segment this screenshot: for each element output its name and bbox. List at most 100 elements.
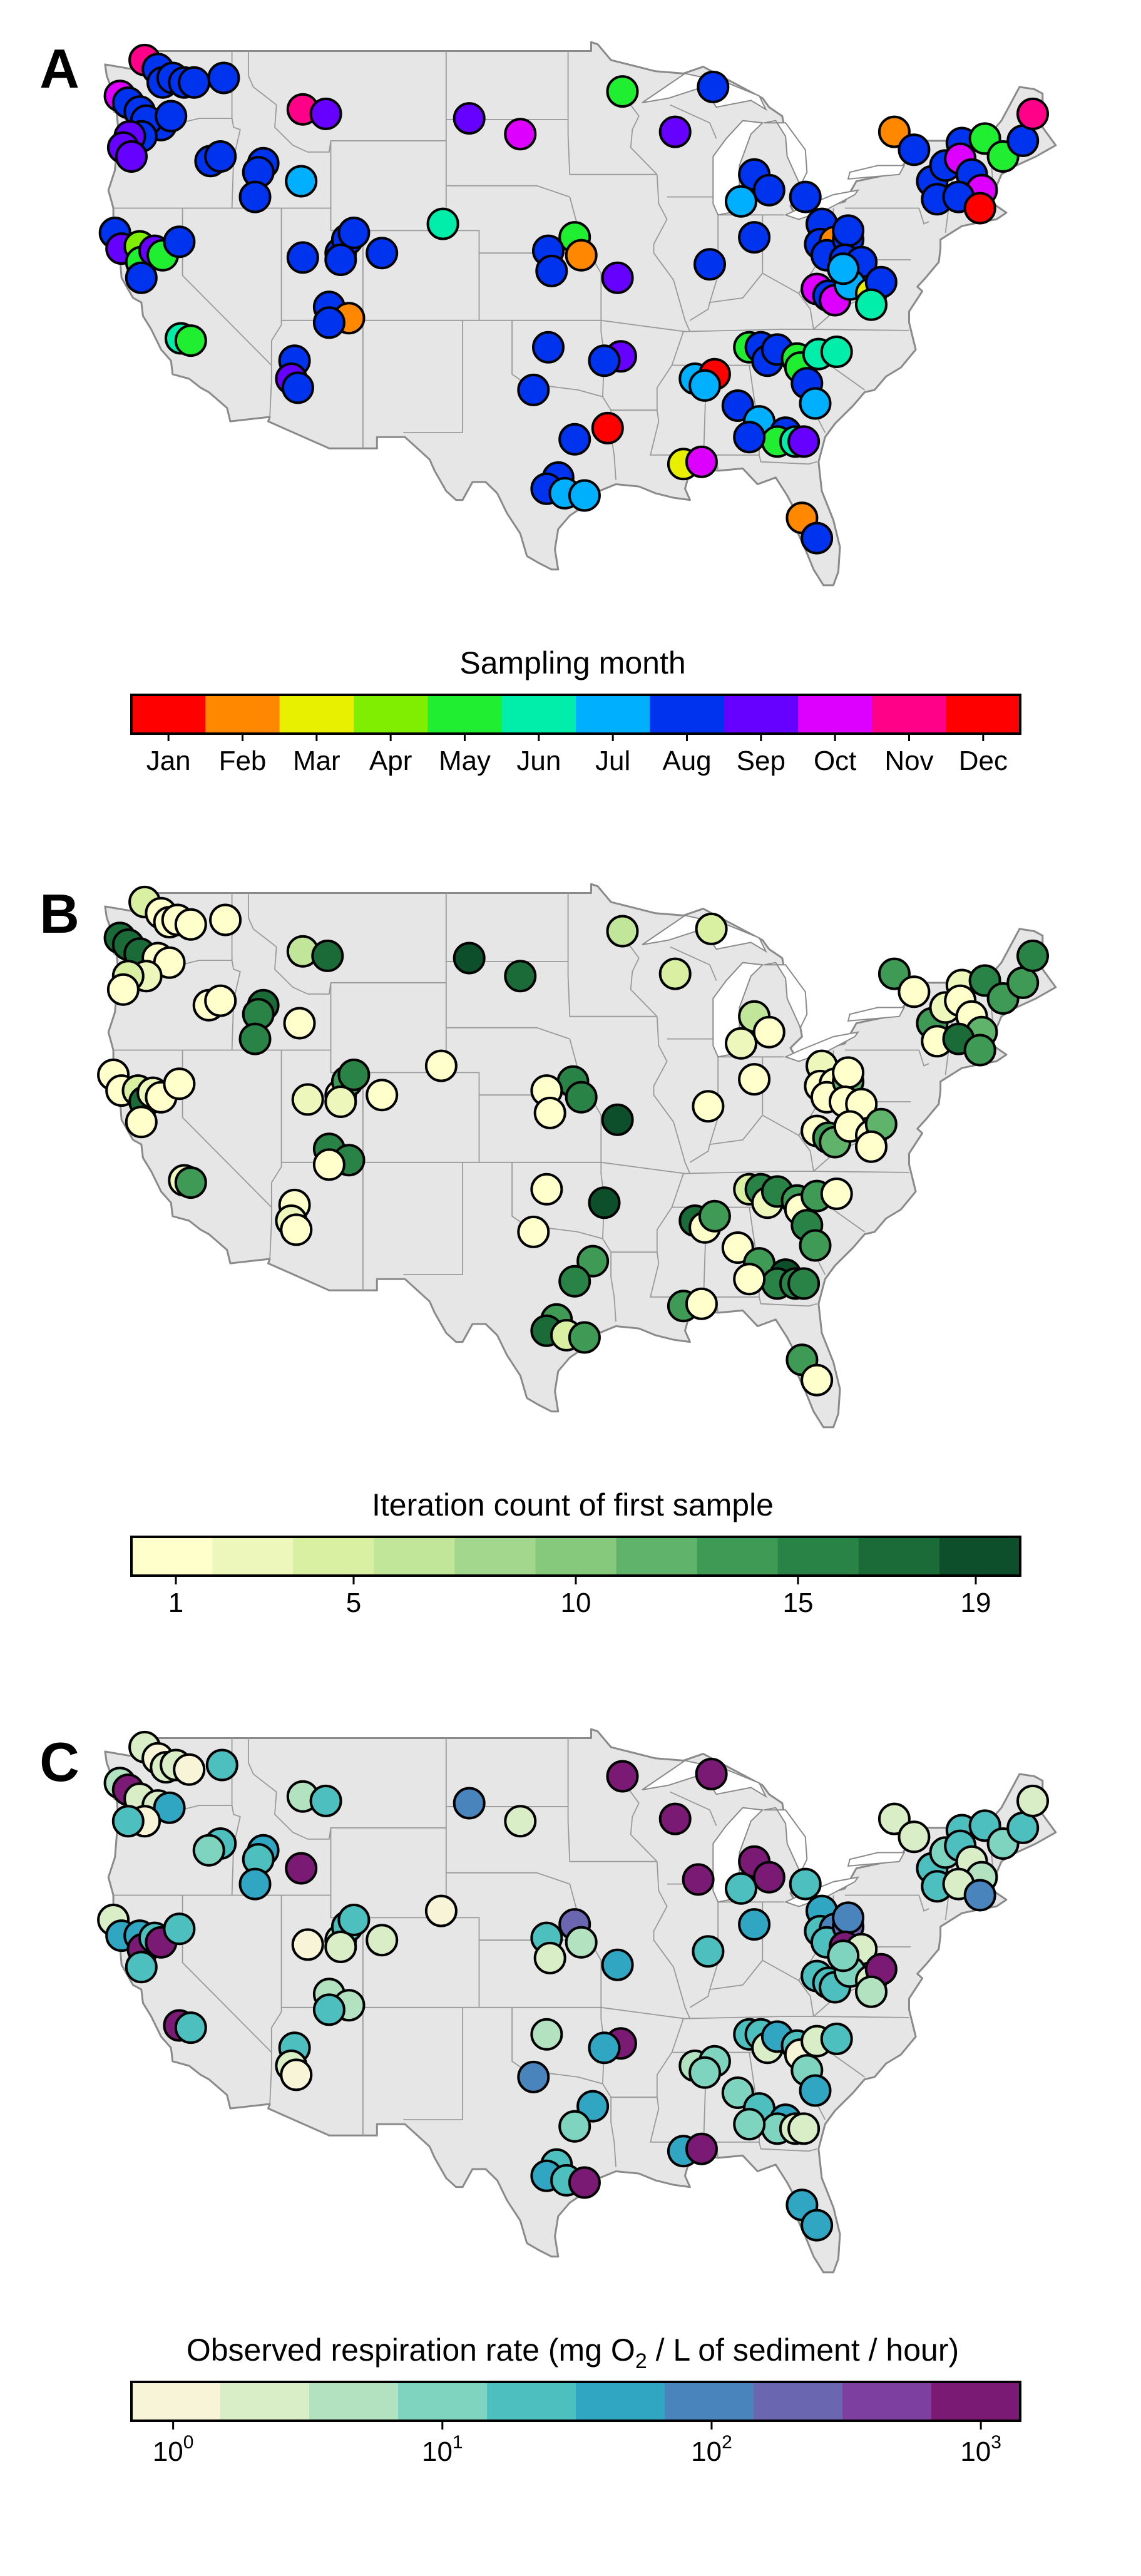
- state-border: [281, 319, 685, 332]
- data-point: [453, 1787, 486, 1820]
- us-map: [104, 1728, 1057, 2274]
- state-border: [656, 2018, 684, 2098]
- data-point: [685, 1287, 718, 1320]
- colorbar-swatch: [665, 2382, 754, 2421]
- colorbar-tick-label: 5: [346, 1588, 361, 1618]
- data-point: [733, 2108, 766, 2141]
- state-border: [270, 1050, 282, 1208]
- data-point: [855, 1130, 888, 1163]
- data-point: [312, 1993, 345, 2026]
- colorbar-tick-label: 19: [961, 1588, 991, 1618]
- data-point: [153, 1791, 186, 1824]
- data-point: [963, 1879, 996, 1912]
- data-point: [424, 1049, 458, 1082]
- data-point: [366, 237, 399, 270]
- colorbar: 1 5 10 15 19: [130, 1536, 1021, 1618]
- data-point: [752, 1860, 785, 1894]
- data-point: [205, 1748, 238, 1782]
- data-point: [337, 217, 371, 249]
- data-point: [453, 942, 486, 975]
- data-point: [337, 1059, 371, 1091]
- data-point: [173, 1753, 206, 1786]
- colorbar-swatch: [842, 2382, 932, 2421]
- colorbar-swatch: [872, 695, 947, 734]
- data-point: [1006, 1811, 1040, 1844]
- state-border: [248, 1738, 446, 1840]
- colorbar-label: Iteration count of first sample: [372, 1487, 774, 1522]
- colorbar-swatch: [501, 695, 576, 734]
- data-point: [832, 1901, 865, 1934]
- colorbar-label: Sampling month: [459, 645, 685, 680]
- data-point: [787, 425, 821, 458]
- state-border: [270, 208, 282, 366]
- data-point: [682, 1863, 715, 1896]
- data-point: [426, 207, 459, 240]
- data-point: [291, 1928, 324, 1961]
- great-lake: [847, 1852, 906, 1867]
- data-point: [280, 2058, 313, 2091]
- data-point: [504, 1805, 537, 1838]
- state-border: [628, 1789, 658, 1862]
- data-point: [517, 373, 550, 406]
- data-point: [558, 2110, 591, 2143]
- panel-c: C Observed respiration rate (mg O2 / L of…: [39, 1728, 1057, 2467]
- data-point: [827, 252, 860, 285]
- data-point: [568, 2166, 601, 2199]
- data-point: [588, 344, 621, 377]
- data-point: [312, 306, 345, 339]
- state-border: [403, 2007, 463, 2120]
- data-point: [517, 1215, 550, 1248]
- data-point: [366, 1924, 399, 1957]
- data-point: [309, 97, 342, 130]
- data-point: [285, 1852, 318, 1885]
- great-lake: [847, 1007, 906, 1022]
- data-point: [174, 2011, 207, 2045]
- colorbar-swatch: [535, 1537, 617, 1576]
- colorbar: 100 101 102 103: [130, 2381, 1021, 2467]
- data-point: [789, 180, 822, 213]
- colorbar-swatch: [220, 2382, 310, 2421]
- panel-a: A Sampling month Jan Feb Mar Apr May Jun Jul Aug S…: [39, 38, 1057, 776]
- colorbar-tick-label: 101: [422, 2432, 463, 2467]
- data-point: [789, 1867, 822, 1901]
- data-point: [963, 192, 996, 225]
- colorbar-tick-label: 103: [960, 2432, 1001, 2467]
- data-point: [787, 2112, 821, 2145]
- state-border: [567, 893, 657, 1017]
- state-border: [653, 1861, 691, 2019]
- colorbar-tick-label: May: [439, 746, 491, 776]
- colorbar-frame: [130, 694, 1021, 735]
- state-border: [759, 1296, 817, 1307]
- data-point: [588, 2031, 621, 2065]
- state-border: [653, 1016, 691, 1174]
- data-point: [204, 140, 237, 173]
- data-point: [178, 66, 211, 99]
- data-point: [568, 1321, 601, 1354]
- great-lake: [764, 962, 808, 1030]
- colorbar-swatch: [858, 1537, 940, 1576]
- colorbar-swatch: [131, 695, 206, 734]
- data-point: [601, 1103, 634, 1136]
- us-outline: [104, 883, 1057, 1429]
- colorbar-tick-label: Oct: [814, 746, 856, 776]
- state-border: [798, 293, 814, 330]
- state-border: [403, 1162, 463, 1275]
- colorbar-label: Observed respiration rate (mg O2 / L of …: [187, 2332, 959, 2373]
- state-border: [511, 320, 611, 411]
- colorbar-tick-label: 1: [168, 1588, 183, 1618]
- colorbar-swatch: [487, 2382, 576, 2421]
- us-outline: [104, 41, 1057, 587]
- colorbar-tick-label: Jul: [595, 746, 630, 776]
- data-point: [692, 1935, 725, 1968]
- data-point: [309, 1784, 342, 1817]
- data-point: [111, 1805, 145, 1838]
- data-point: [752, 1015, 785, 1049]
- colorbar-tick-label: 102: [691, 2432, 732, 2467]
- colorbar-swatch: [374, 1537, 455, 1576]
- data-point: [324, 1085, 357, 1118]
- data-point: [291, 1083, 324, 1116]
- colorbar-tick-label: Sep: [737, 746, 785, 776]
- colorbar-frame: [130, 2381, 1021, 2422]
- colorbar-tick-label: 10: [561, 1588, 591, 1618]
